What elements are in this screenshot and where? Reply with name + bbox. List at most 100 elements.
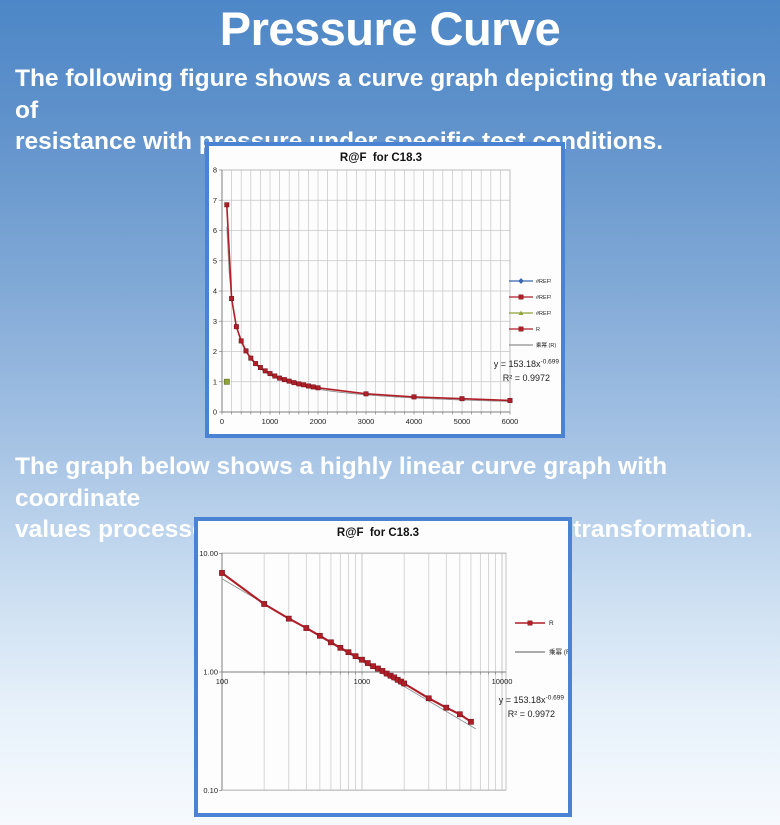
x-tick-label: 3000 [358, 417, 375, 426]
data-point-marker [364, 660, 371, 666]
data-point-marker [248, 355, 254, 361]
data-point-marker [238, 338, 244, 344]
data-point-marker [443, 704, 450, 711]
data-point-marker [359, 656, 365, 663]
data-point-marker [301, 382, 307, 388]
axes [221, 553, 506, 790]
x-tick-label: 1000 [354, 677, 371, 686]
resistance-series [224, 202, 513, 403]
legend-entry: 乘幂 (R) [509, 341, 556, 349]
data-point-marker [425, 695, 432, 702]
data-point-marker [345, 649, 352, 656]
legend-label: R [536, 327, 540, 333]
tick-labels: 0 1 2 3 4 5 6 7 8 0 1000 2000 3000 4000 5000 6000 [213, 166, 519, 427]
data-point-marker [261, 601, 267, 607]
data-point-marker [262, 368, 268, 374]
legend-entry: #REF! [509, 278, 552, 285]
data-point-marker [272, 373, 278, 379]
data-point-marker [286, 378, 292, 384]
data-point-marker [296, 381, 302, 387]
x-tick-label: 100 [216, 677, 229, 686]
data-point-marker [243, 348, 249, 354]
data-point-marker [233, 324, 239, 330]
chart-title: R@F for C18.3 [337, 527, 419, 539]
x-tick-label: 2000 [310, 417, 327, 426]
y-tick-label: 2 [213, 347, 217, 356]
data-point-marker [267, 371, 273, 377]
data-point-marker [253, 361, 259, 367]
data-point-marker [363, 391, 369, 397]
y-tick-label: 7 [213, 196, 217, 205]
y-tick-label: 5 [213, 256, 217, 265]
data-point-marker [257, 365, 263, 370]
data-point-marker [507, 398, 513, 403]
legend-entry: #REF! [509, 294, 552, 301]
y-tick-label: 1.00 [203, 668, 218, 677]
data-point-marker [401, 680, 407, 687]
legend-label: 乘幂 (R) [549, 647, 568, 656]
legend-square-marker-icon [527, 620, 533, 626]
page-title: Pressure Curve [219, 2, 561, 55]
data-point-marker [277, 375, 283, 381]
data-point-marker [468, 718, 474, 725]
trendline-equation: y = 153.18x-0.699 R² = 0.9972 [499, 695, 565, 720]
data-point-marker [310, 384, 316, 390]
intro-line-1: The following figure shows a curve graph… [15, 65, 767, 124]
y-tick-label: 1 [213, 377, 217, 386]
chart-legend: #REF! #REF! #REF! R 乘幂 (R) [509, 278, 556, 349]
data-point-marker [317, 632, 323, 639]
x-tick-label: 1000 [262, 417, 279, 426]
data-point-marker [229, 296, 235, 302]
y-tick-label: 4 [213, 287, 217, 296]
x-tick-label: 4000 [406, 417, 423, 426]
x-tick-label: 0 [220, 417, 224, 426]
pressure-curve-chart: 0 1 2 3 4 5 6 7 8 0 1000 2000 3000 4000 5000 6000 R@F fo… [205, 142, 565, 438]
ref-error-point-marker [223, 378, 230, 385]
pressure-chart-svg: 0 1 2 3 4 5 6 7 8 0 1000 2000 3000 4000 5000 6000 R@F fo… [213, 152, 560, 427]
r-squared-text: R² = 0.9972 [503, 373, 550, 383]
data-point-marker [328, 639, 334, 646]
data-point-marker [281, 377, 287, 383]
legend-label: 乘幂 (R) [536, 341, 556, 349]
equation-text: y = 153.18x-0.699 [499, 695, 565, 706]
legend-entry: R [515, 620, 554, 627]
r-squared-text: R² = 0.9972 [508, 709, 555, 719]
resistance-series [219, 570, 474, 725]
trendline-equation: y = 153.18x-0.699 R² = 0.9972 [494, 359, 560, 384]
y-tick-label: 10.00 [199, 549, 218, 558]
y-tick-label: 0.10 [203, 786, 218, 795]
log-curve-chart: 10.00 1.00 0.10 100 1000 10000 R@F for C18.3 R 乘… [194, 517, 572, 817]
legend-square-marker-icon [518, 294, 524, 300]
log-chart-svg: 10.00 1.00 0.10 100 1000 10000 R@F for C18.3 R 乘… [199, 527, 568, 795]
data-point-marker [459, 396, 465, 402]
y-tick-label: 0 [213, 408, 217, 417]
note-line-1: The graph below shows a highly linear cu… [15, 453, 668, 512]
equation-text: y = 153.18x-0.699 [494, 359, 560, 370]
legend-label: #REF! [536, 295, 552, 301]
chart-title: R@F for C18.3 [340, 152, 422, 164]
x-tick-label: 10000 [492, 677, 513, 686]
legend-triangle-marker-icon [518, 310, 524, 315]
tick-labels: 10.00 1.00 0.10 100 1000 10000 [199, 549, 512, 795]
data-point-marker [352, 653, 359, 660]
x-tick-label: 6000 [502, 417, 519, 426]
data-point-marker [291, 380, 297, 386]
chart-legend: R 乘幂 (R) [515, 620, 568, 656]
data-point-marker [411, 394, 417, 400]
legend-square-marker-icon [518, 326, 524, 332]
x-tick-label: 5000 [454, 417, 471, 426]
data-point-marker [337, 644, 344, 651]
series-line [221, 572, 472, 723]
data-point-marker [219, 570, 225, 576]
data-point-marker [285, 615, 292, 622]
y-tick-label: 3 [213, 317, 217, 326]
legend-entry: #REF! [509, 310, 552, 317]
axis-ticks [219, 553, 503, 791]
data-point-marker [315, 385, 321, 391]
data-point-marker [457, 711, 463, 718]
y-tick-label: 8 [213, 166, 217, 175]
legend-label: R [549, 620, 554, 627]
data-point-marker [303, 625, 310, 631]
legend-diamond-marker-icon [518, 278, 524, 284]
